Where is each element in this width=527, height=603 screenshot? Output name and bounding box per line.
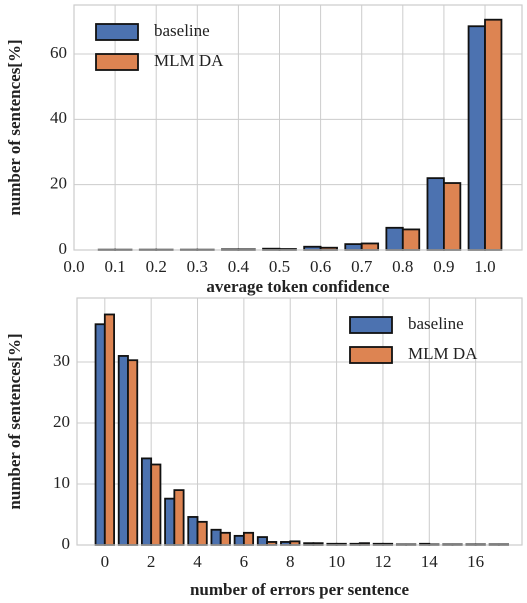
- x-axis-label: number of errors per sentence: [190, 580, 410, 599]
- x-tick-label: 6: [240, 552, 249, 571]
- legend-swatch: [95, 23, 139, 41]
- legend-label: baseline: [408, 314, 464, 333]
- x-tick-label: 0.8: [392, 257, 413, 276]
- x-tick-label: 14: [421, 552, 439, 571]
- bar: [150, 463, 162, 546]
- y-axis-label: number of sentences[%]: [5, 333, 24, 509]
- bar: [94, 323, 106, 546]
- legend-label: baseline: [154, 21, 210, 40]
- plot-frame: [76, 297, 523, 546]
- legend-swatch: [349, 346, 393, 364]
- bar: [127, 359, 139, 546]
- bar: [426, 177, 445, 251]
- legend-label: MLM DA: [154, 51, 224, 70]
- bar: [256, 536, 268, 546]
- bar: [210, 528, 222, 546]
- x-tick-label: 2: [147, 552, 156, 571]
- bar: [360, 242, 380, 251]
- y-tick-label: 20: [50, 174, 67, 193]
- x-tick-label: 4: [193, 552, 202, 571]
- bar: [117, 355, 129, 546]
- bar: [344, 243, 363, 251]
- bar: [164, 497, 176, 546]
- y-tick-label: 20: [53, 412, 70, 431]
- bar: [484, 18, 503, 251]
- bar: [140, 457, 153, 546]
- x-axis-label: average token confidence: [206, 277, 390, 296]
- x-tick-label: 1.0: [474, 257, 495, 276]
- bar: [187, 516, 199, 546]
- y-tick-label: 0: [59, 239, 68, 258]
- legend-swatch: [349, 316, 393, 334]
- y-tick-label: 40: [50, 108, 67, 127]
- legend-label: MLM DA: [408, 344, 478, 363]
- legend-swatch: [95, 53, 139, 71]
- x-tick-label: 16: [467, 552, 484, 571]
- bar: [219, 531, 231, 546]
- bar: [242, 531, 255, 546]
- y-axis-label: number of sentences[%]: [5, 39, 24, 215]
- x-tick-label: 0.2: [146, 257, 167, 276]
- bar: [103, 313, 115, 546]
- x-tick-label: 0.5: [269, 257, 290, 276]
- x-tick-label: 0.4: [228, 257, 250, 276]
- x-tick-label: 12: [374, 552, 391, 571]
- bar: [173, 489, 185, 546]
- bar: [443, 182, 462, 251]
- x-tick-label: 0.9: [433, 257, 454, 276]
- plot-frame: [73, 4, 523, 251]
- bar: [401, 228, 421, 251]
- x-tick-label: 0: [101, 552, 110, 571]
- bar: [467, 25, 486, 251]
- y-tick-label: 30: [53, 351, 70, 370]
- x-tick-label: 10: [328, 552, 345, 571]
- y-tick-label: 60: [50, 43, 67, 62]
- x-tick-label: 0.0: [63, 257, 84, 276]
- x-tick-label: 8: [286, 552, 295, 571]
- x-tick-label: 0.7: [351, 257, 373, 276]
- bar: [196, 520, 208, 546]
- x-tick-label: 0.1: [104, 257, 125, 276]
- x-tick-label: 0.3: [187, 257, 208, 276]
- y-tick-label: 0: [62, 534, 71, 553]
- bar: [385, 226, 404, 251]
- bar: [233, 534, 245, 546]
- x-tick-label: 0.6: [310, 257, 331, 276]
- y-tick-label: 10: [53, 473, 70, 492]
